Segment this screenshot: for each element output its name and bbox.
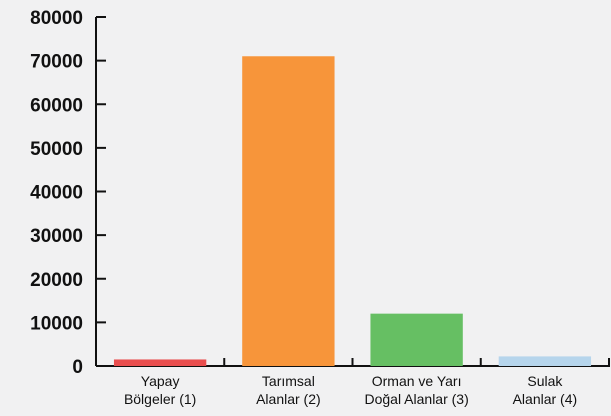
x-tick-label: Tarımsal Alanlar (2) (256, 373, 321, 407)
y-tick-label: 40000 (30, 183, 83, 204)
x-tick-label-line: Alanlar (2) (256, 391, 321, 407)
x-tick-label-line: Tarımsal (262, 373, 315, 389)
x-tick-label: Orman ve Yarı Doğal Alanlar (3) (364, 373, 468, 407)
y-tick-label: 10000 (30, 313, 83, 334)
bar-2 (242, 56, 335, 366)
y-axis: 0 10000 20000 30000 40000 50000 60000 70000 8000… (30, 8, 106, 378)
x-tick-label-line: Sulak (527, 373, 563, 389)
x-tick-labels: Yapay Bölgeler (1) Tarımsal Alanlar (2) Orma… (124, 373, 577, 407)
bar-4 (498, 356, 592, 366)
x-tick-label: Yapay Bölgeler (1) (124, 373, 196, 407)
bar-3 (370, 313, 463, 366)
x-tick-label-line: Bölgeler (1) (124, 391, 196, 407)
x-tick-label-line: Doğal Alanlar (3) (364, 391, 468, 407)
y-tick-label: 80000 (30, 8, 83, 29)
y-tick-label: 0 (72, 357, 83, 378)
y-tick-label: 70000 (30, 52, 83, 73)
bar-1 (113, 359, 207, 366)
x-tick-label: Sulak Alanlar (4) (513, 373, 578, 407)
x-tick-label-line: Alanlar (4) (513, 391, 578, 407)
y-tick-label: 20000 (30, 270, 83, 291)
y-tick-label: 30000 (30, 226, 83, 247)
y-tick-label: 50000 (30, 139, 83, 160)
y-tick-label: 60000 (30, 95, 83, 116)
bars (113, 56, 592, 366)
x-tick-label-line: Orman ve Yarı (372, 373, 462, 389)
x-tick-label-line: Yapay (141, 373, 180, 389)
